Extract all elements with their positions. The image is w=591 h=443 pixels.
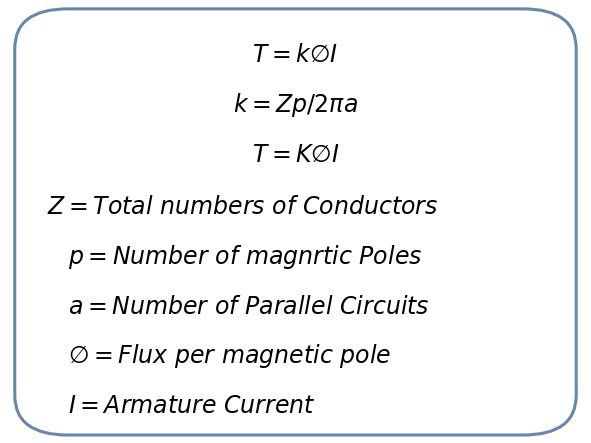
Text: $\mathbf{\mathit{a = Number\ of\ Parallel\ Circuits}}$: $\mathbf{\mathit{a = Number\ of\ Paralle… [68,295,430,319]
Text: $\mathbf{\mathit{Z = Total\ numbers\ of\ Conductors}}$: $\mathbf{\mathit{Z = Total\ numbers\ of\… [47,195,439,219]
Text: $\mathbf{\mathit{\varnothing = Flux\ per\ magnetic\ pole}}$: $\mathbf{\mathit{\varnothing = Flux\ per… [68,342,391,370]
Text: $\mathbf{\mathit{p = Number\ of\ magnrtic\ Poles}}$: $\mathbf{\mathit{p = Number\ of\ magnrti… [68,243,423,271]
FancyBboxPatch shape [15,9,576,435]
Text: $\mathbf{\mathit{k = Zp/2\pi a}}$: $\mathbf{\mathit{k = Zp/2\pi a}}$ [233,91,358,120]
Text: $\mathbf{\mathit{I = Armature\ Current}}$: $\mathbf{\mathit{I = Armature\ Current}}… [68,394,316,418]
Text: $\mathbf{\mathit{T = k\varnothing I}}$: $\mathbf{\mathit{T = k\varnothing I}}$ [252,43,339,67]
Text: $\mathbf{\mathit{T = K\varnothing I}}$: $\mathbf{\mathit{T = K\varnothing I}}$ [252,143,339,167]
